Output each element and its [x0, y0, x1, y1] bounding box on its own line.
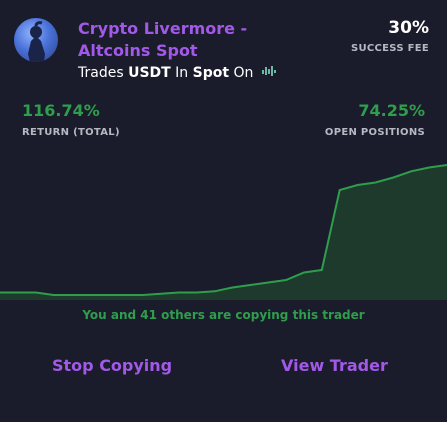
trader-name[interactable]: Crypto Livermore - Altcoins Spot: [78, 19, 248, 60]
success-fee-label: SUCCESS FEE: [350, 43, 429, 54]
trades-description: Trades USDT In Spot On: [78, 64, 276, 82]
trades-prefix: Trades: [78, 65, 124, 81]
chart-series-line: [0, 164, 447, 296]
success-fee-value: 30%: [388, 18, 429, 38]
trade-asset: USDT: [128, 65, 171, 81]
trader-avatar[interactable]: [14, 18, 58, 62]
trader-silhouette-icon: [28, 21, 45, 62]
trades-on-word: On: [233, 65, 254, 81]
stop-copying-button[interactable]: Stop Copying: [52, 356, 173, 375]
chart-area-fill: [0, 165, 447, 300]
trades-in-word: In: [175, 65, 189, 81]
view-trader-button[interactable]: View Trader: [281, 356, 388, 375]
open-positions-value: 74.25%: [358, 101, 425, 120]
return-total-label: RETURN (TOTAL): [22, 127, 120, 138]
exchange-logo-icon: [261, 64, 276, 82]
open-positions-label: OPEN POSITIONS: [324, 127, 425, 138]
performance-chart: [0, 164, 447, 300]
return-total-value: 116.74%: [22, 101, 100, 120]
trade-market: Spot: [192, 65, 230, 81]
copying-status: You and 41 others are copying this trade…: [82, 308, 365, 322]
